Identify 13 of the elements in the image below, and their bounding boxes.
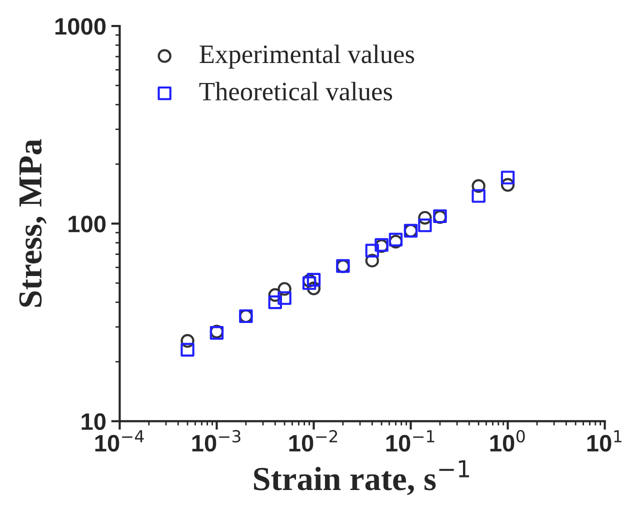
legend-label: Theoretical values <box>199 82 392 100</box>
y-tick-label: 1000 <box>55 18 106 35</box>
x-tick-label: 10$^{0}$ <box>490 430 525 452</box>
x-tick-label: 10$^{−3}$ <box>192 430 240 452</box>
y-tick-label: 100 <box>68 216 106 232</box>
legend-label: Experimental values <box>200 44 414 69</box>
x-tick-label: 10$^{−2}$ <box>289 430 338 452</box>
x-tick-label: 10$^{−4}$ <box>95 430 144 452</box>
x-tick-label: 10$^{1}$ <box>587 430 622 452</box>
x-axis-title: Strain rate, s$^{−1}$ <box>254 460 470 496</box>
y-axis-title: Stress, MPa <box>19 139 46 307</box>
x-tick-label: 10$^{−1}$ <box>386 430 434 452</box>
y-tick-label: 10 <box>82 413 106 430</box>
